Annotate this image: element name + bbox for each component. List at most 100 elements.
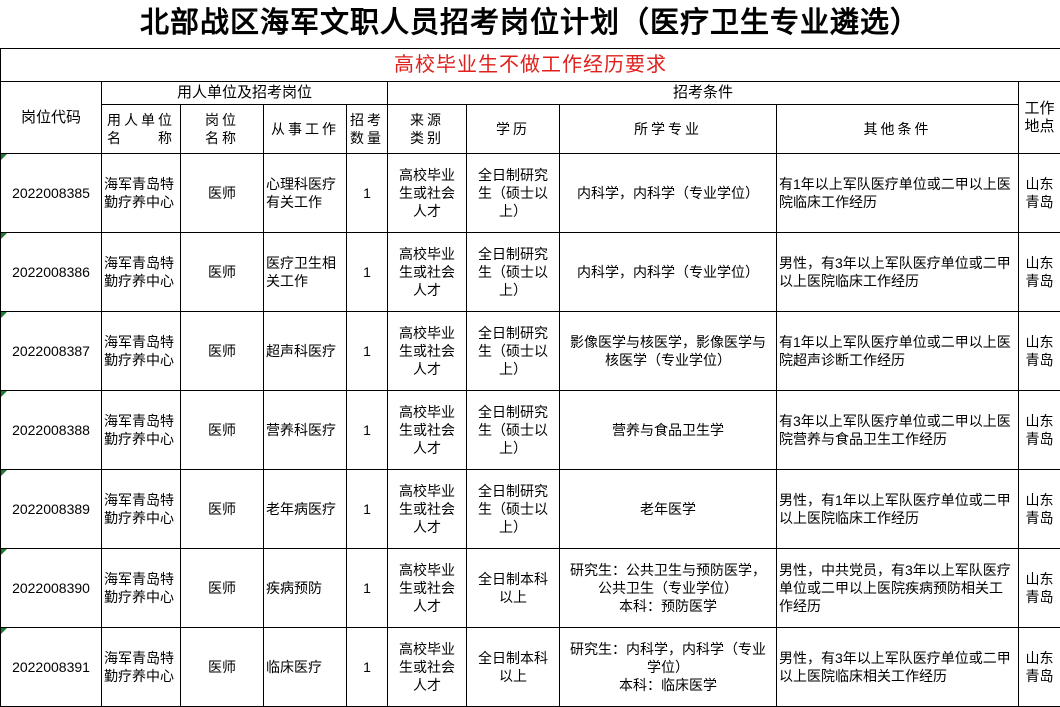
unit-cell[interactable]: 海军青岛特 勤疗养中心: [102, 391, 181, 470]
header-code: 岗位代码: [1, 82, 102, 154]
major-cell[interactable]: 影像医学与核医学，影像医学与 核医学（专业学位）: [560, 312, 777, 391]
major-cell[interactable]: 营养与食品卫生学: [560, 391, 777, 470]
header-group-conditions: 招考条件: [388, 82, 1019, 105]
major-cell[interactable]: 研究生：内科学，内科学（专业 学位） 本科：临床医学: [560, 628, 777, 707]
work-cell[interactable]: 超声科医疗: [264, 312, 347, 391]
cell-marker-icon: [1, 549, 7, 555]
work-cell[interactable]: 疾病预防: [264, 549, 347, 628]
code-text: 2022008388: [12, 422, 90, 438]
location-cell[interactable]: 山东 青岛: [1019, 470, 1060, 549]
post-cell[interactable]: 医师: [181, 233, 264, 312]
count-cell[interactable]: 1: [347, 312, 388, 391]
education-cell[interactable]: 全日制研究 生（硕士以 上）: [467, 233, 560, 312]
code-text: 2022008390: [12, 580, 90, 596]
unit-cell[interactable]: 海军青岛特 勤疗养中心: [102, 233, 181, 312]
post-cell[interactable]: 医师: [181, 312, 264, 391]
source-cell[interactable]: 高校毕业 生或社会 人才: [388, 312, 467, 391]
cell-marker-icon: [1, 391, 7, 397]
location-cell[interactable]: 山东 青岛: [1019, 549, 1060, 628]
other-cell[interactable]: 男性，中共党员，有3年以上军队医疗单位或二甲以上医院疾病预防相关工作经历: [777, 549, 1019, 628]
unit-cell[interactable]: 海军青岛特 勤疗养中心: [102, 154, 181, 233]
source-cell[interactable]: 高校毕业 生或社会 人才: [388, 549, 467, 628]
header-unit-name: 用人单位 名 称: [102, 105, 181, 154]
location-cell[interactable]: 山东 青岛: [1019, 391, 1060, 470]
other-cell[interactable]: 有1年以上军队医疗单位或二甲以上医院临床工作经历: [777, 154, 1019, 233]
count-cell[interactable]: 1: [347, 470, 388, 549]
count-cell[interactable]: 1: [347, 549, 388, 628]
work-cell[interactable]: 临床医疗: [264, 628, 347, 707]
unit-cell[interactable]: 海军青岛特 勤疗养中心: [102, 470, 181, 549]
header-work: 从事工作: [264, 105, 347, 154]
major-cell[interactable]: 内科学，内科学（专业学位）: [560, 233, 777, 312]
count-cell[interactable]: 1: [347, 628, 388, 707]
post-cell[interactable]: 医师: [181, 154, 264, 233]
education-cell[interactable]: 全日制本科 以上: [467, 628, 560, 707]
location-cell[interactable]: 山东 青岛: [1019, 154, 1060, 233]
education-cell[interactable]: 全日制研究 生（硕士以 上）: [467, 391, 560, 470]
source-cell[interactable]: 高校毕业 生或社会 人才: [388, 233, 467, 312]
education-cell[interactable]: 全日制研究 生（硕士以 上）: [467, 154, 560, 233]
location-cell[interactable]: 山东 青岛: [1019, 233, 1060, 312]
other-cell[interactable]: 有1年以上军队医疗单位或二甲以上医院超声诊断工作经历: [777, 312, 1019, 391]
header-major: 所学专业: [560, 105, 777, 154]
cell-marker-icon: [1, 154, 7, 160]
work-cell[interactable]: 心理科医疗 有关工作: [264, 154, 347, 233]
code-cell[interactable]: 2022008388: [1, 391, 102, 470]
count-cell[interactable]: 1: [347, 391, 388, 470]
code-text: 2022008386: [12, 264, 90, 280]
other-cell[interactable]: 有3年以上军队医疗单位或二甲以上医院营养与食品卫生工作经历: [777, 391, 1019, 470]
unit-cell[interactable]: 海军青岛特 勤疗养中心: [102, 628, 181, 707]
banner-note: 高校毕业生不做工作经历要求: [1, 49, 1060, 82]
code-text: 2022008385: [12, 185, 90, 201]
cell-marker-icon: [1, 628, 7, 634]
code-text: 2022008387: [12, 343, 90, 359]
header-count: 招考 数量: [347, 105, 388, 154]
work-cell[interactable]: 营养科医疗: [264, 391, 347, 470]
source-cell[interactable]: 高校毕业 生或社会 人才: [388, 628, 467, 707]
education-cell[interactable]: 全日制研究 生（硕士以 上）: [467, 312, 560, 391]
header-other: 其他条件: [777, 105, 1019, 154]
other-cell[interactable]: 男性，有1年以上军队医疗单位或二甲以上医院临床工作经历: [777, 470, 1019, 549]
work-cell[interactable]: 医疗卫生相 关工作: [264, 233, 347, 312]
post-cell[interactable]: 医师: [181, 391, 264, 470]
cell-marker-icon: [1, 470, 7, 476]
code-cell[interactable]: 2022008385: [1, 154, 102, 233]
other-cell[interactable]: 男性，有3年以上军队医疗单位或二甲以上医院临床工作经历: [777, 233, 1019, 312]
post-cell[interactable]: 医师: [181, 549, 264, 628]
post-cell[interactable]: 医师: [181, 470, 264, 549]
source-cell[interactable]: 高校毕业 生或社会 人才: [388, 470, 467, 549]
other-cell[interactable]: 男性，有3年以上军队医疗单位或二甲以上医院临床相关工作经历: [777, 628, 1019, 707]
count-cell[interactable]: 1: [347, 154, 388, 233]
positions-table: 高校毕业生不做工作经历要求 岗位代码 用人单位及招考岗位 招考条件 工作 地点 …: [0, 48, 1060, 707]
code-cell[interactable]: 2022008390: [1, 549, 102, 628]
major-cell[interactable]: 老年医学: [560, 470, 777, 549]
work-cell[interactable]: 老年病医疗: [264, 470, 347, 549]
post-cell[interactable]: 医师: [181, 628, 264, 707]
unit-cell[interactable]: 海军青岛特 勤疗养中心: [102, 312, 181, 391]
cell-marker-icon: [1, 312, 7, 318]
location-cell[interactable]: 山东 青岛: [1019, 312, 1060, 391]
code-text: 2022008391: [12, 659, 90, 675]
code-cell[interactable]: 2022008391: [1, 628, 102, 707]
major-cell[interactable]: 内科学，内科学（专业学位）: [560, 154, 777, 233]
education-cell[interactable]: 全日制本科 以上: [467, 549, 560, 628]
count-cell[interactable]: 1: [347, 233, 388, 312]
unit-cell[interactable]: 海军青岛特 勤疗养中心: [102, 549, 181, 628]
major-cell[interactable]: 研究生：公共卫生与预防医学， 公共卫生（专业学位） 本科：预防医学: [560, 549, 777, 628]
location-cell[interactable]: 山东 青岛: [1019, 628, 1060, 707]
source-cell[interactable]: 高校毕业 生或社会 人才: [388, 154, 467, 233]
source-cell[interactable]: 高校毕业 生或社会 人才: [388, 391, 467, 470]
code-cell[interactable]: 2022008387: [1, 312, 102, 391]
code-cell[interactable]: 2022008386: [1, 233, 102, 312]
education-cell[interactable]: 全日制研究 生（硕士以 上）: [467, 470, 560, 549]
code-cell[interactable]: 2022008389: [1, 470, 102, 549]
header-post-name: 岗位 名称: [181, 105, 264, 154]
cell-marker-icon: [1, 233, 7, 239]
page-title: 北部战区海军文职人员招考岗位计划（医疗卫生专业遴选）: [0, 0, 1060, 48]
